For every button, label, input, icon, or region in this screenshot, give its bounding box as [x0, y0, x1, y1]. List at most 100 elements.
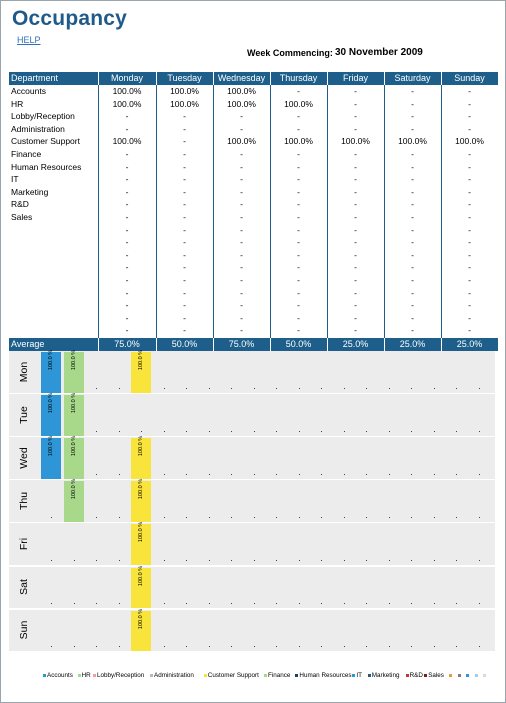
occupancy-value: - — [468, 98, 471, 109]
occupancy-value: - — [411, 262, 414, 273]
bar-label-text: 100.0 % — [48, 393, 54, 414]
legend-swatch — [77, 673, 81, 677]
occupancy-value: - — [354, 325, 357, 336]
average-separator — [213, 338, 214, 351]
column-divider — [327, 85, 328, 338]
occupancy-value: - — [411, 149, 414, 159]
zero-marker — [231, 603, 232, 604]
legend-swatch — [474, 673, 478, 677]
occupancy-value: 100.0% — [284, 98, 313, 109]
occupancy-value: - — [240, 262, 243, 273]
occupancy-value: - — [240, 174, 243, 185]
column-divider — [98, 85, 99, 338]
occupancy-value: - — [354, 98, 357, 109]
zero-marker — [456, 559, 457, 561]
chart-panel-tue: Tue 100.0 % 100.0 % — [9, 393, 495, 436]
occupancy-value: - — [468, 212, 471, 222]
table-row: R&D - - - - - - - — [9, 198, 498, 211]
zero-marker — [388, 516, 390, 518]
bar-label: 100.0 % — [131, 479, 151, 499]
header-separator — [327, 72, 328, 85]
zero-marker — [366, 387, 367, 389]
column-divider — [441, 85, 442, 338]
table-row: ------- — [9, 249, 498, 262]
occupancy-value: - — [411, 275, 414, 285]
zero-marker — [231, 516, 232, 518]
zero-marker — [208, 473, 210, 475]
zero-marker — [478, 430, 480, 432]
zero-marker — [118, 430, 120, 432]
column-header-tuesday: Tuesday — [167, 73, 202, 83]
zero-marker — [276, 603, 277, 604]
zero-marker — [231, 473, 232, 475]
header-separator — [441, 72, 442, 85]
department-name: Human Resources — [11, 161, 82, 172]
zero-marker — [276, 473, 277, 475]
occupancy-value: - — [297, 224, 300, 235]
header-separator — [98, 72, 99, 85]
occupancy-value: - — [468, 237, 471, 248]
zero-marker — [411, 603, 412, 604]
zero-marker — [208, 603, 210, 604]
average-separator — [441, 338, 442, 351]
zero-marker — [321, 516, 322, 518]
occupancy-value: 100.0% — [398, 136, 427, 147]
day-label: Fri — [9, 523, 39, 565]
occupancy-value: - — [411, 325, 414, 336]
occupancy-value: - — [468, 275, 471, 285]
zero-marker — [343, 473, 345, 475]
help-link[interactable]: HELP — [17, 35, 41, 45]
column-divider — [156, 85, 157, 338]
bar — [131, 481, 151, 522]
occupancy-value: - — [240, 312, 243, 323]
zero-marker — [456, 646, 457, 648]
legend-item — [449, 672, 453, 679]
zero-marker — [73, 603, 75, 604]
table-row: Sales - - - - - - - — [9, 211, 498, 224]
legend-label: IT — [356, 672, 362, 679]
occupancy-value: - — [354, 224, 357, 235]
zero-marker — [298, 516, 300, 518]
occupancy-value: 100.0% — [227, 86, 256, 96]
zero-marker — [433, 430, 435, 432]
zero-marker — [343, 646, 345, 648]
occupancy-value: - — [354, 186, 357, 197]
occupancy-value: - — [240, 287, 243, 298]
zero-marker — [186, 387, 187, 389]
day-label: Thu — [9, 480, 39, 522]
occupancy-value: - — [240, 224, 243, 235]
day-label-text: Mon — [18, 361, 30, 382]
occupancy-value: - — [125, 123, 129, 134]
occupancy-value: - — [183, 237, 186, 248]
occupancy-value: - — [125, 287, 129, 298]
occupancy-value: - — [468, 86, 471, 96]
header-separator — [270, 72, 271, 85]
average-separator — [327, 338, 328, 351]
zero-marker — [433, 646, 435, 648]
average-value: 75.0% — [114, 339, 140, 349]
zero-marker — [276, 387, 277, 389]
legend-item: Customer Support — [203, 672, 259, 679]
occupancy-value: - — [411, 287, 414, 298]
zero-marker — [478, 473, 480, 475]
occupancy-value: - — [183, 111, 186, 122]
zero-marker — [321, 387, 322, 389]
occupancy-value: - — [297, 199, 300, 210]
legend-swatch — [424, 673, 428, 677]
occupancy-value: - — [468, 161, 471, 172]
occupancy-value: - — [240, 249, 243, 260]
occupancy-value: 100.0% — [227, 136, 256, 147]
occupancy-value: - — [411, 174, 414, 185]
chart-legend: Accounts HR Lobby/Reception Administration C… — [43, 672, 493, 682]
occupancy-value: - — [240, 237, 243, 248]
occupancy-value: - — [411, 212, 414, 222]
occupancy-value: - — [183, 275, 186, 285]
zero-marker — [208, 430, 210, 432]
zero-marker — [388, 559, 390, 561]
occupancy-value: - — [183, 136, 186, 147]
occupancy-value: - — [468, 325, 471, 336]
occupancy-value: - — [240, 325, 243, 336]
bar-label: 100.0 % — [131, 522, 151, 542]
table-row: ------- — [9, 224, 498, 237]
legend-item: Accounts — [43, 672, 73, 679]
